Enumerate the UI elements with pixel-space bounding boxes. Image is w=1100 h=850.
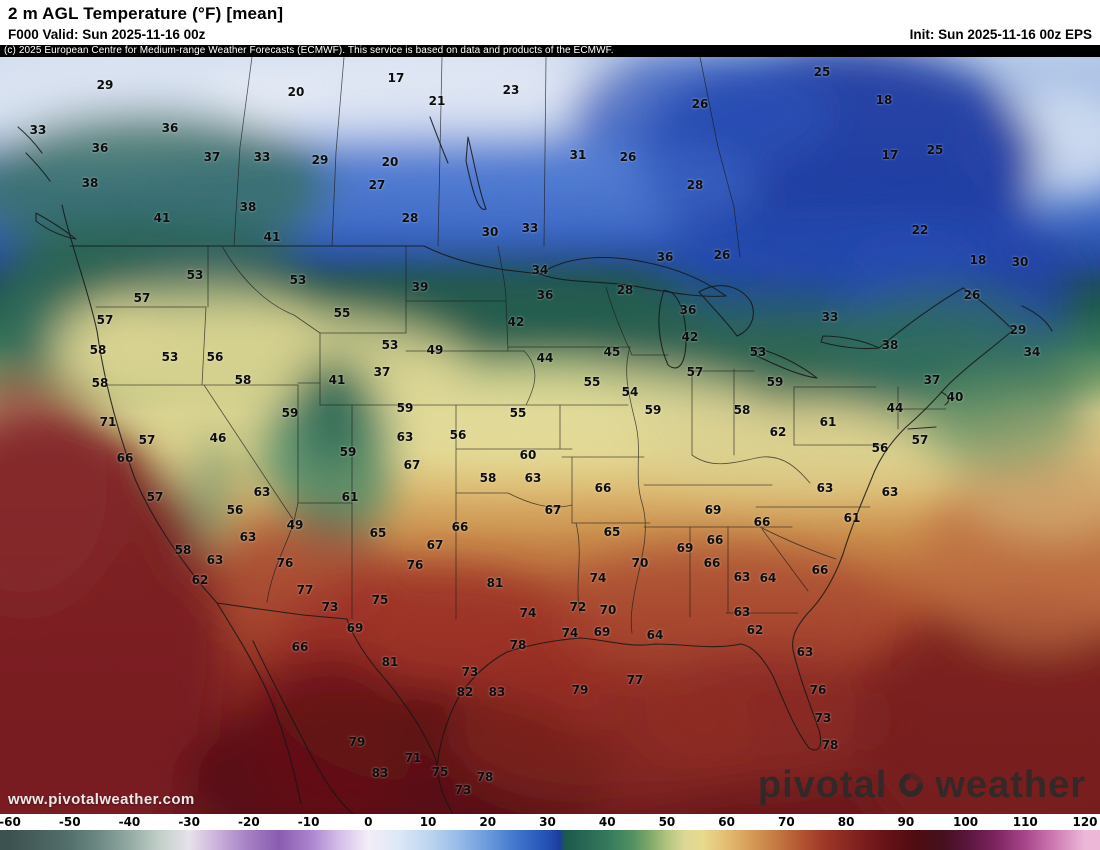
colorbar-tick-label: 20 bbox=[479, 815, 497, 829]
coastlines bbox=[17, 116, 1053, 814]
state-province-borders bbox=[95, 57, 947, 634]
colorbar-tick-row: -60 -50 -40 -30 -20 -10 0 10 20 30 40 50 60 70 80 90 100… bbox=[0, 814, 1100, 830]
copyright-bar: (c) 2025 European Centre for Medium-rang… bbox=[0, 45, 1100, 57]
colorbar-tick-label: 0 bbox=[364, 815, 373, 829]
colorbar-tick-label: 40 bbox=[598, 815, 616, 829]
colorbar-tick-label: -50 bbox=[58, 815, 81, 829]
colorbar: -60 -50 -40 -30 -20 -10 0 10 20 30 40 50 60 70 80 90 100… bbox=[0, 814, 1100, 850]
terrain-texture bbox=[0, 57, 1100, 814]
logo-text-pivotal: pivotal bbox=[757, 764, 888, 806]
init-time: Init: Sun 2025-11-16 00z EPS bbox=[909, 27, 1092, 42]
colorbar-tick-label: 110 bbox=[1012, 815, 1038, 829]
watermark: www.pivotalweather.com bbox=[8, 791, 195, 808]
colorbar-tick-label: 30 bbox=[539, 815, 556, 829]
colorbar-tick-label: 70 bbox=[778, 815, 795, 829]
colorbar-tick-label: 100 bbox=[953, 815, 979, 829]
temperature-field-image bbox=[0, 57, 1100, 814]
colorbar-tick-label: -20 bbox=[238, 815, 260, 829]
colorbar-tick-label: 10 bbox=[419, 815, 437, 829]
colorbar-tick-label: 50 bbox=[658, 815, 676, 829]
map-canvas: 29 20 17 21 23 26 25 18 33 36 36 37 33 29 20 31 26 17 25 27… bbox=[0, 57, 1100, 814]
colorbar-tick-label: -10 bbox=[297, 815, 320, 829]
colorbar-tick-label: 80 bbox=[837, 815, 855, 829]
pivotal-logo: pivotal weather bbox=[758, 766, 1086, 804]
page-title: 2 m AGL Temperature (°F) [mean] bbox=[8, 4, 284, 23]
map-header: 2 m AGL Temperature (°F) [mean] F000 Val… bbox=[0, 0, 1100, 57]
colorbar-tick-label: 90 bbox=[897, 815, 915, 829]
colorbar-tick-label: 120 bbox=[1072, 815, 1098, 829]
colorbar-tick-label: -40 bbox=[118, 815, 141, 829]
pivot-ring-icon bbox=[894, 768, 929, 802]
colorbar-tick-label: -30 bbox=[178, 815, 200, 829]
colorbar-tick-label: 60 bbox=[718, 815, 736, 829]
logo-text-weather: weather bbox=[935, 764, 1086, 806]
valid-time: F000 Valid: Sun 2025-11-16 00z bbox=[8, 27, 206, 42]
header-meta-row: F000 Valid: Sun 2025-11-16 00z Init: Sun… bbox=[0, 27, 1100, 45]
colorbar-gradient bbox=[0, 830, 1100, 850]
colorbar-tick-label: -60 bbox=[0, 815, 21, 829]
